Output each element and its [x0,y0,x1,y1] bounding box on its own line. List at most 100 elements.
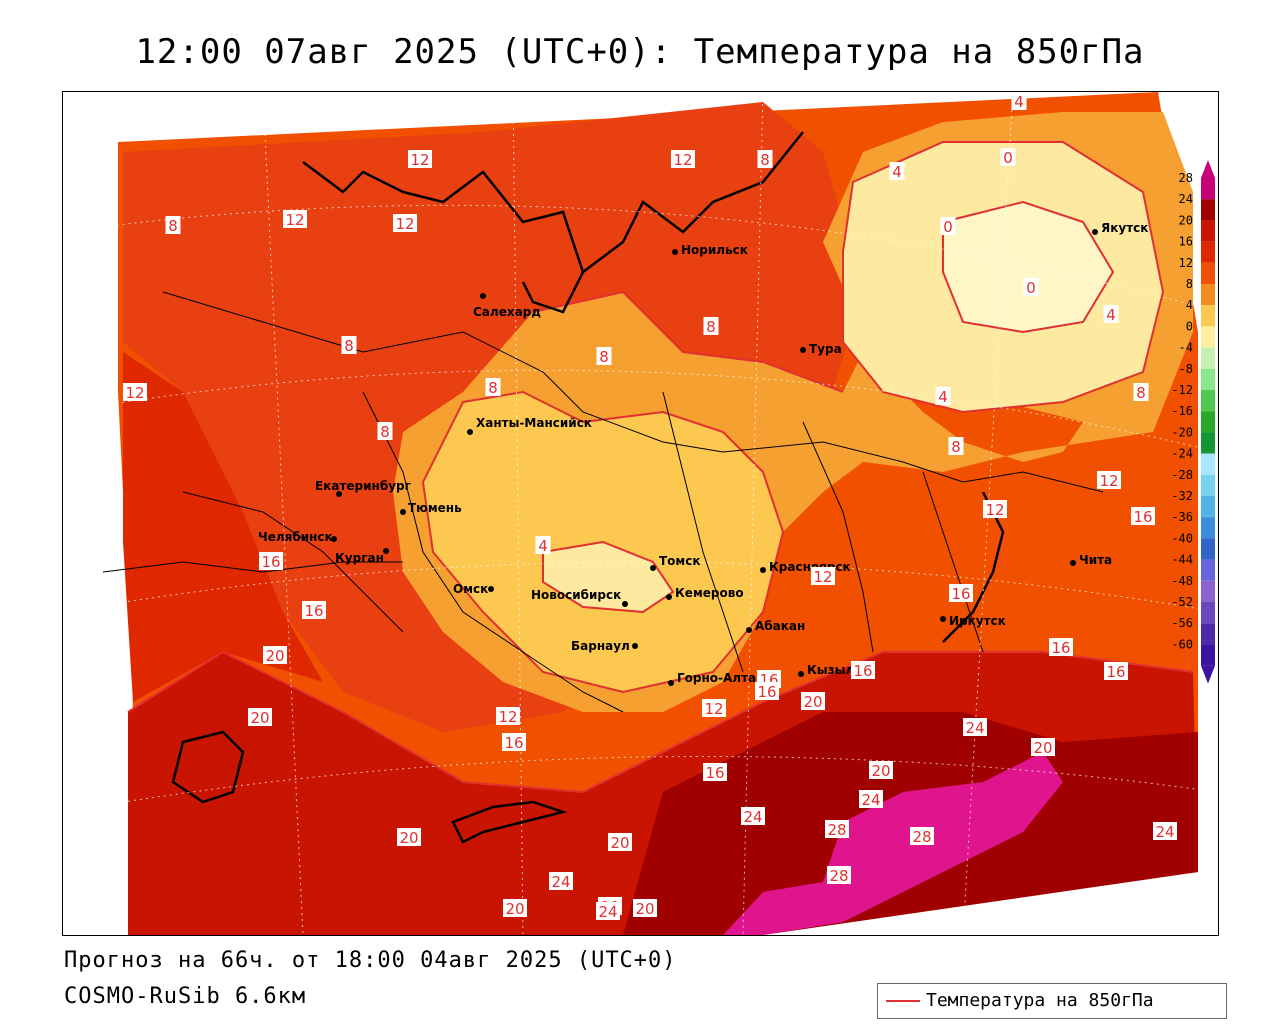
isotherm-label: 12 [408,150,432,169]
colorbar-segment [1201,538,1215,560]
city-yakutsk: Якутск [1092,221,1148,235]
isotherm-label-text: 12 [813,568,832,586]
isotherm-label-text: 20 [803,693,822,711]
colorbar-segment [1201,262,1215,284]
isotherm-label-text: 24 [598,903,617,921]
city-layer: Норильск Салехард Тура Якутск Ханты-Манс… [258,221,1148,686]
city-tomsk: Томск [650,554,701,571]
city-label: Екатеринбург [315,479,411,493]
legend: Температура на 850гПа [877,983,1227,1019]
colorbar-segment [1201,178,1215,200]
colorbar-segment [1201,453,1215,475]
city-abakan: Абакан [746,619,805,633]
isotherm-label-text: 4 [892,163,902,181]
isotherm-label-text: 16 [757,683,776,701]
city-kemerovo: Кемерово [666,586,744,600]
legend-label: Температура на 850гПа [926,990,1154,1011]
city-label: Омск [453,582,488,596]
isotherm-label: 16 [851,661,875,680]
isotherm-label: 4 [1011,92,1027,111]
colorbar-tick-label: -8 [1179,362,1193,376]
colorbar-tick-label: 28 [1179,171,1193,185]
isotherm-label: 24 [859,790,883,809]
isotherm-label-text: 8 [760,151,770,169]
isotherm-label-text: 28 [827,821,846,839]
colorbar-tick-label: -4 [1179,341,1193,355]
city-irkutsk: Иркутск [940,614,1006,628]
colorbar-segment [1201,220,1215,242]
isotherm-label: 0 [1000,148,1016,167]
colorbar-segment [1201,580,1215,602]
isotherm-label: 16 [1131,507,1155,526]
isotherm-label-text: 20 [265,647,284,665]
city-novosibirsk: Новосибирск [531,588,628,607]
isotherm-label: 16 [502,733,526,752]
isotherm-label-text: 8 [951,438,961,456]
isotherm-label: 16 [1104,662,1128,681]
isotherm-label: 8 [341,336,357,355]
isotherm-label-text: 16 [504,734,523,752]
city-khanty-mansiysk: Ханты-Мансийск [467,416,592,435]
isotherm-label: 8 [757,150,773,169]
isotherm-label-text: 4 [1014,93,1024,111]
isotherm-label-text: 16 [304,602,323,620]
colorbar-tick-label: 12 [1179,256,1193,270]
city-label: Тюмень [408,501,462,515]
isotherm-label-text: 0 [1003,149,1013,167]
isotherm-label-text: 28 [829,867,848,885]
isotherm-label-text: 20 [250,709,269,727]
city-label: Абакан [755,619,805,633]
isotherm-label: 28 [910,827,934,846]
isotherm-label: 28 [827,866,851,885]
isotherm-label-text: 16 [853,662,872,680]
colorbar-segment [1201,559,1215,581]
isotherm-label: 16 [302,601,326,620]
isotherm-label: 4 [889,162,905,181]
zone-0-core [943,202,1113,332]
isotherm-label: 12 [671,150,695,169]
city-label: Новосибирск [531,588,621,602]
colorbar-segment [1201,432,1215,454]
colorbar-tick-label: -56 [1171,616,1193,630]
zone-4-tomsk [543,542,673,612]
temperature-map: Норильск Салехард Тура Якутск Ханты-Манс… [62,91,1219,936]
colorbar-tick-label: -44 [1171,553,1193,567]
isotherm-label-text: 24 [861,791,880,809]
isotherm-label-text: 28 [912,828,931,846]
isotherm-label: 20 [633,899,657,918]
isotherm-label: 24 [741,807,765,826]
colorbar-segment [1201,347,1215,369]
colorbar-segment [1201,644,1215,666]
colorbar-segment [1201,241,1215,263]
isotherm-label-text: 12 [498,708,517,726]
isotherm-label-text: 12 [1099,472,1118,490]
colorbar-tick-label: -40 [1171,531,1193,545]
isotherm-label: 20 [869,761,893,780]
graticule [63,92,1218,935]
city-kyzyl: Кызыл [798,663,854,677]
colorbar-tick-label: 16 [1179,235,1193,249]
isotherm-label: 16 [703,763,727,782]
isotherm-label: 12 [283,210,307,229]
city-salekhard: Салехард [473,293,541,319]
colorbar-segment [1201,602,1215,624]
city-omsk: Омск [453,582,494,596]
isotherm-label-text: 20 [610,834,629,852]
colorbar-segment [1201,623,1215,645]
isotherm-label: 16 [259,552,283,571]
isotherm-label-layer: 1212121288888888121240004444881216161616… [123,92,1177,921]
colorbar-tick-label: 0 [1186,319,1193,333]
isotherm-label: 4 [1103,305,1119,324]
city-label: Кемерово [675,586,744,600]
city-norilsk: Норильск [672,243,748,257]
isotherm-label-text: 24 [1155,823,1174,841]
colorbar-segment [1201,474,1215,496]
zone-28 [723,752,1063,935]
isotherm-label: 16 [949,584,973,603]
city-label: Челябинск [258,530,333,544]
colorbar-tick-label: -28 [1171,468,1193,482]
isotherm-label-text: 20 [399,829,418,847]
isotherm-label-text: 8 [599,348,609,366]
isotherm-label-text: 20 [871,762,890,780]
colorbar-tick-label: 24 [1179,192,1193,206]
